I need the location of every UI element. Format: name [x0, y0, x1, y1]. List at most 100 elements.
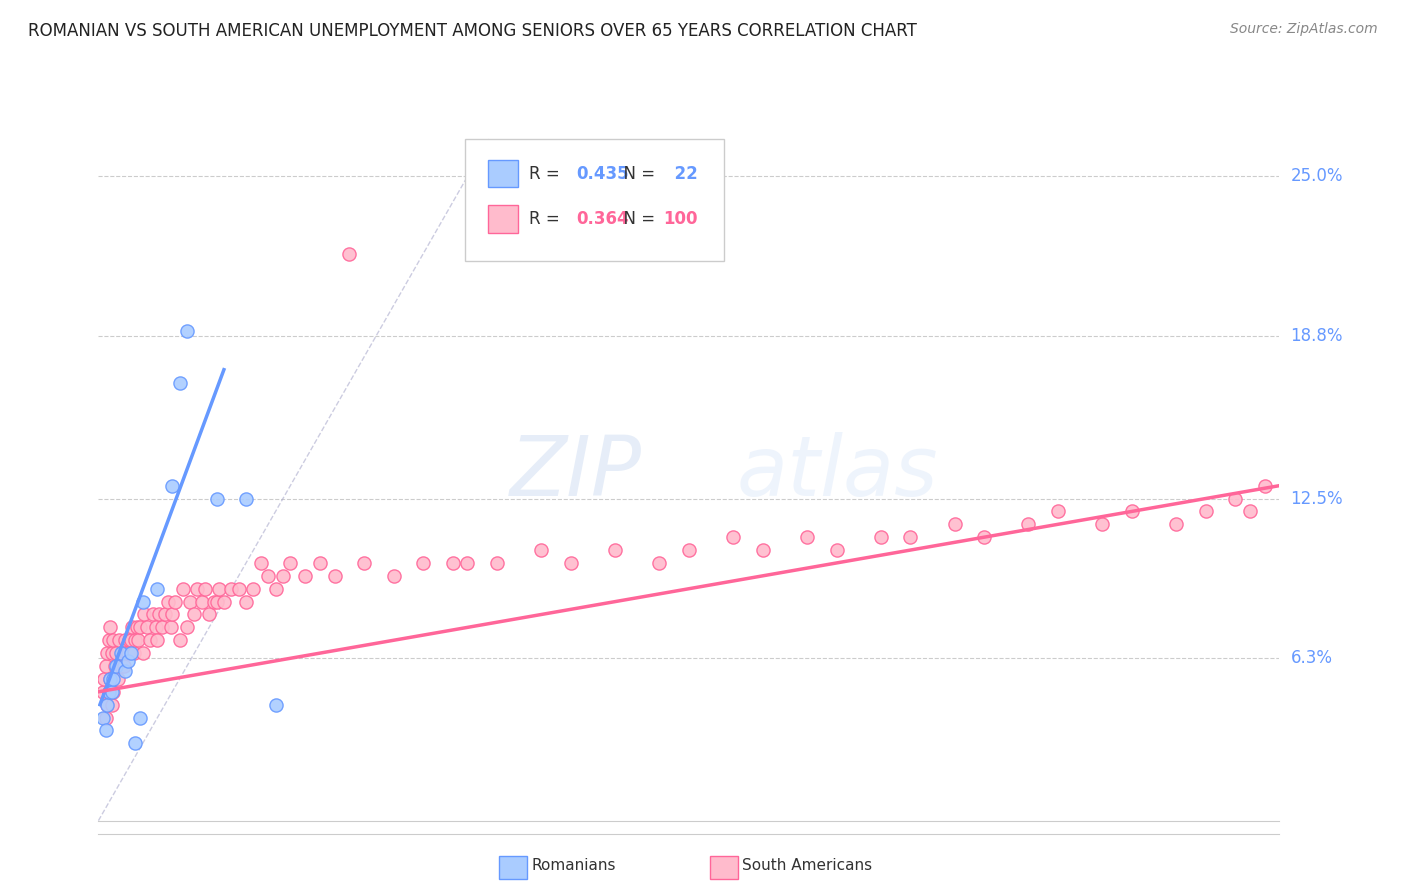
Point [228, 582, 250, 596]
Point [179, 594, 201, 608]
Point [412, 556, 434, 570]
Point [271, 569, 294, 583]
Point [165, 594, 187, 608]
Point [120, 646, 142, 660]
Text: R =: R = [530, 165, 565, 183]
Point [118, 633, 141, 648]
Point [486, 556, 509, 570]
Point [1164, 517, 1187, 532]
Point [98, 620, 121, 634]
Point [183, 607, 205, 622]
Point [159, 620, 181, 634]
Text: ZIP: ZIP [510, 433, 641, 513]
Point [100, 698, 122, 712]
Point [194, 582, 217, 596]
Point [1223, 491, 1246, 506]
Point [148, 607, 170, 622]
Point [1195, 504, 1218, 518]
Point [96, 698, 118, 712]
Text: 0.364: 0.364 [576, 210, 630, 227]
Point [678, 543, 700, 558]
Point [605, 543, 627, 558]
Point [132, 594, 155, 608]
Point [105, 659, 128, 673]
Point [441, 556, 464, 570]
Point [94, 710, 117, 724]
Point [108, 633, 131, 648]
Point [1091, 517, 1114, 532]
Point [110, 646, 132, 660]
Point [1239, 504, 1261, 518]
Point [132, 646, 155, 660]
Point [162, 607, 183, 622]
Point [169, 376, 191, 390]
Point [145, 620, 167, 634]
Point [382, 569, 405, 583]
Point [176, 620, 198, 634]
Point [97, 685, 120, 699]
Point [97, 633, 120, 648]
Text: 0.435: 0.435 [576, 165, 630, 183]
Point [530, 543, 553, 558]
Bar [488, 160, 517, 187]
Text: 12.5%: 12.5% [1291, 490, 1343, 508]
Point [120, 633, 142, 648]
Point [98, 672, 121, 686]
Point [103, 672, 125, 686]
Point [323, 569, 346, 583]
Point [943, 517, 966, 532]
Point [124, 633, 146, 648]
Point [125, 620, 148, 634]
Point [176, 324, 198, 338]
Point [94, 723, 117, 738]
Point [114, 633, 136, 648]
Point [198, 607, 221, 622]
Point [257, 569, 280, 583]
Point [205, 594, 228, 608]
Point [294, 569, 316, 583]
Point [146, 633, 169, 648]
Point [117, 646, 139, 660]
Point [456, 556, 478, 570]
Bar [488, 205, 517, 233]
Text: Romanians: Romanians [531, 858, 616, 872]
Point [142, 607, 165, 622]
Point [122, 646, 145, 660]
Point [114, 664, 136, 678]
Point [1046, 504, 1069, 518]
Text: 100: 100 [664, 210, 697, 227]
Point [869, 530, 891, 544]
Point [264, 582, 287, 596]
Point [128, 710, 150, 724]
Point [91, 710, 114, 724]
Point [127, 633, 149, 648]
Point [250, 556, 273, 570]
Point [1254, 478, 1277, 492]
Point [212, 594, 235, 608]
FancyBboxPatch shape [464, 139, 724, 260]
Point [100, 646, 122, 660]
Point [107, 672, 129, 686]
Point [112, 659, 135, 673]
Point [104, 659, 127, 673]
Text: R =: R = [530, 210, 565, 227]
Point [648, 556, 671, 570]
Point [721, 530, 744, 544]
Point [235, 594, 257, 608]
Point [153, 607, 176, 622]
Point [208, 582, 231, 596]
Point [1121, 504, 1143, 518]
Point [115, 646, 138, 660]
Point [796, 530, 818, 544]
Text: 22: 22 [664, 165, 697, 183]
Point [105, 646, 128, 660]
Text: 25.0%: 25.0% [1291, 168, 1343, 186]
Point [169, 633, 191, 648]
Point [100, 685, 122, 699]
Point [128, 620, 150, 634]
Point [124, 736, 146, 750]
Text: N =: N = [613, 165, 655, 183]
Text: atlas: atlas [737, 433, 938, 513]
Point [560, 556, 582, 570]
Point [242, 582, 264, 596]
